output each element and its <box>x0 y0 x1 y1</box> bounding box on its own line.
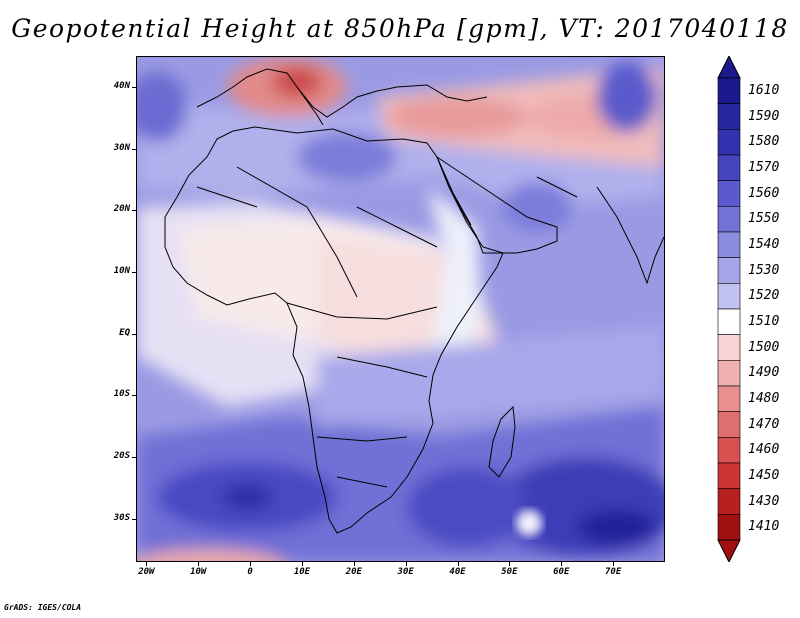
colorbar <box>717 56 741 562</box>
anomaly-spot <box>515 509 543 537</box>
colorbar-label: 1470 <box>748 416 780 432</box>
colorbar-swatch <box>717 488 741 515</box>
page-title: Geopotential Height at 850hPa [gpm], VT:… <box>11 14 789 43</box>
lon-tick <box>301 562 303 566</box>
lat-tick-label: EQ <box>119 327 130 338</box>
lon-tick-label: 50E <box>501 567 518 577</box>
colorbar-label: 1450 <box>748 467 780 483</box>
lon-tick-label: 60E <box>553 567 570 577</box>
lon-tick-label: 20E <box>345 567 362 577</box>
lon-tick <box>250 562 252 566</box>
footer-credit: GrADS: IGES/COLA <box>4 603 82 612</box>
lat-tick <box>132 395 136 397</box>
colorbar-label: 1530 <box>748 262 780 278</box>
colorbar-label: 1480 <box>748 390 780 406</box>
colorbar-swatch <box>717 257 741 284</box>
lat-tick-label: 10N <box>113 265 130 276</box>
lat-tick-label: 30N <box>113 142 130 153</box>
lon-tick <box>146 562 148 566</box>
lon-tick-label: 20W <box>138 567 155 577</box>
colorbar-label: 1550 <box>748 211 780 227</box>
lat-tick-label: 30S <box>113 512 130 523</box>
colorbar-swatch <box>717 77 741 104</box>
colorbar-label: 1560 <box>748 185 780 201</box>
lat-tick <box>132 210 136 212</box>
lat-tick <box>132 457 136 459</box>
lat-tick <box>132 148 136 150</box>
lon-tick <box>353 562 355 566</box>
colorbar-swatch <box>717 180 741 207</box>
colorbar-label: 1520 <box>748 288 780 304</box>
colorbar-swatch <box>717 437 741 464</box>
lat-tick-label: 40N <box>113 80 130 91</box>
map-canvas <box>137 57 664 561</box>
colorbar-label: 1590 <box>748 108 780 124</box>
lat-tick-label: 20N <box>113 204 130 215</box>
colorbar-label: 1410 <box>748 519 780 535</box>
colorbar-swatch <box>717 514 741 541</box>
lon-tick <box>405 562 407 566</box>
lon-tick-label: 0 <box>247 567 253 577</box>
colorbar-swatch <box>717 129 741 156</box>
colorbar-swatch <box>717 103 741 130</box>
colorbar-swatch <box>717 462 741 489</box>
lon-tick <box>509 562 511 566</box>
lon-tick <box>198 562 200 566</box>
colorbar-label: 1510 <box>748 313 780 329</box>
lat-tick <box>132 271 136 273</box>
lon-tick-label: 10W <box>190 567 207 577</box>
height-field <box>137 57 664 561</box>
lon-tick-label: 30E <box>397 567 414 577</box>
colorbar-top-arrow <box>717 56 741 79</box>
lon-tick-label: 10E <box>293 567 311 577</box>
colorbar-label: 1500 <box>748 339 780 355</box>
colorbar-swatch <box>717 308 741 335</box>
lat-tick <box>132 86 136 88</box>
lat-tick-label: 20S <box>113 451 130 462</box>
lon-tick <box>561 562 563 566</box>
colorbar-label: 1540 <box>748 236 780 252</box>
lon-tick <box>613 562 615 566</box>
colorbar-bottom-arrow <box>717 539 741 562</box>
colorbar-swatch <box>717 283 741 310</box>
coastlines <box>164 68 664 534</box>
colorbar-swatch <box>717 411 741 438</box>
lat-tick <box>132 333 136 335</box>
lon-tick-label: 40E <box>449 567 466 577</box>
colorbar-swatch <box>717 385 741 412</box>
colorbar-swatch <box>717 360 741 387</box>
colorbar-label: 1610 <box>748 82 780 98</box>
colorbar-label: 1580 <box>748 134 780 150</box>
lat-tick-label: 10S <box>113 389 130 400</box>
colorbar-label: 1430 <box>748 493 780 509</box>
colorbar-swatch <box>717 334 741 361</box>
colorbar-swatch <box>717 231 741 258</box>
lon-tick-label: 70E <box>604 567 622 577</box>
colorbar-label: 1570 <box>748 159 780 175</box>
colorbar-swatch <box>717 154 741 181</box>
colorbar-label: 1490 <box>748 365 780 381</box>
lat-tick <box>132 518 136 520</box>
map-plot <box>136 56 665 562</box>
colorbar-swatch <box>717 206 741 233</box>
colorbar-label: 1460 <box>748 442 780 458</box>
lon-tick <box>457 562 459 566</box>
